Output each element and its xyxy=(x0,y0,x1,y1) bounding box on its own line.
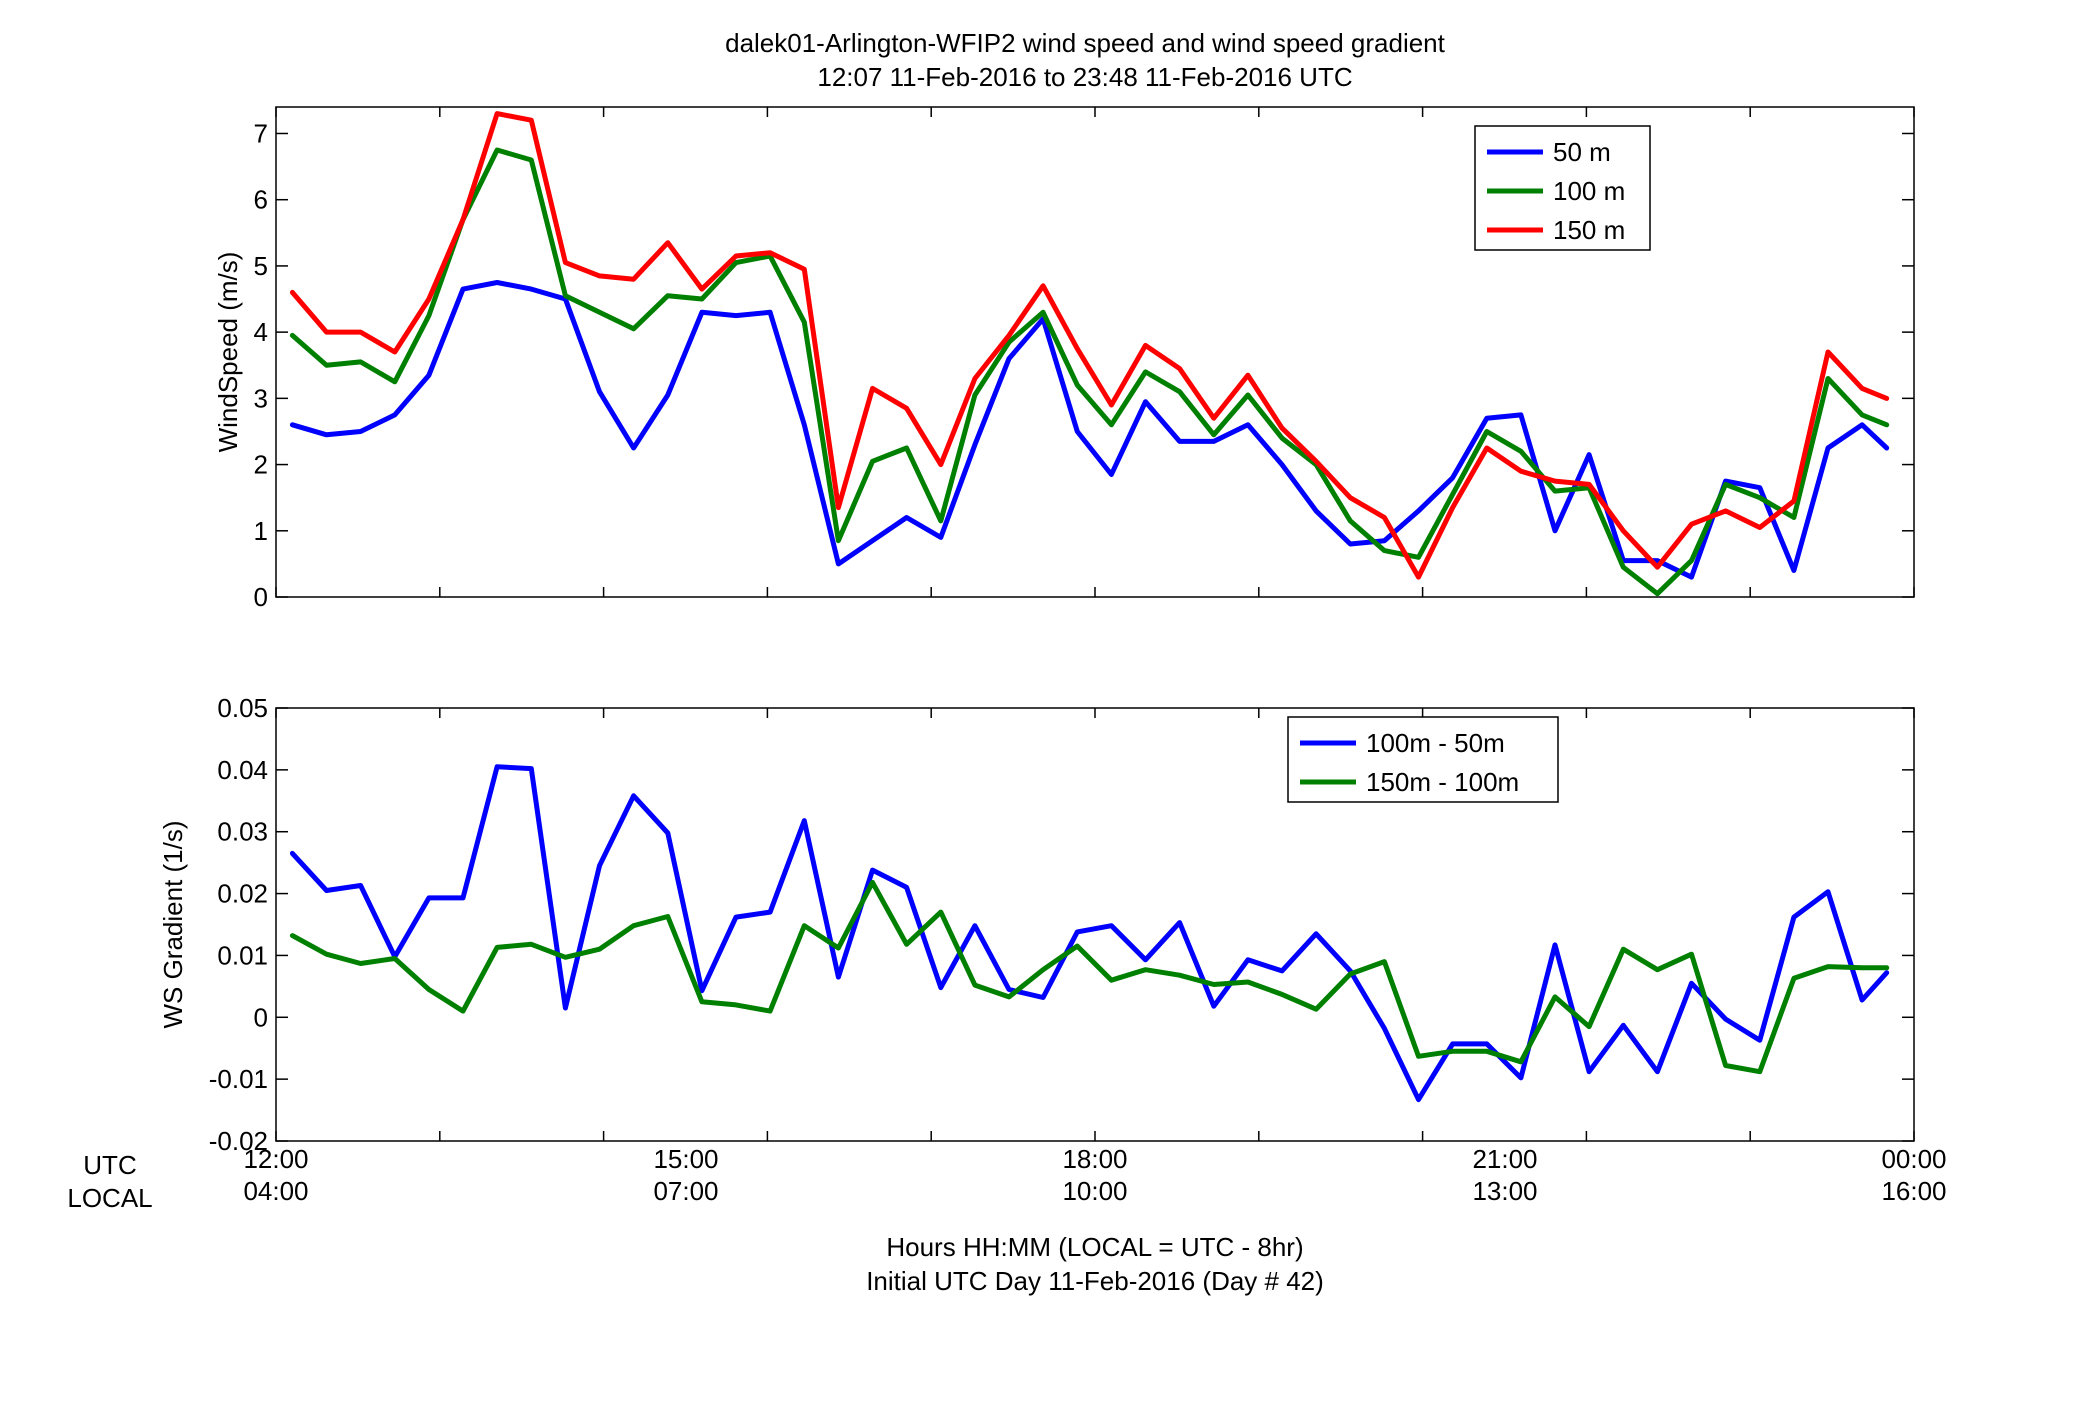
y-tick-label: 0.04 xyxy=(217,755,268,785)
y-tick-label: 0.02 xyxy=(217,879,268,909)
x-axis-label-line2: Initial UTC Day 11-Feb-2016 (Day # 42) xyxy=(866,1266,1324,1296)
y-tick-label: 0.05 xyxy=(217,693,268,723)
x-tick-utc-label: 12:00 xyxy=(243,1144,308,1174)
legend-label: 100 m xyxy=(1553,176,1625,206)
wind-gradient-axes: -0.02 -0.01 0 0.01 0.02 0.03 0.04 0.05 WS Gradie… xyxy=(158,693,1915,1156)
x-tick-local-label: 10:00 xyxy=(1062,1176,1127,1206)
chart-title-line1: dalek01-Arlington-WFIP2 wind speed and w… xyxy=(725,28,1446,58)
y-tick-label: 3 xyxy=(254,383,268,413)
y-tick-label: 6 xyxy=(254,185,268,215)
chart-title-line2: 12:07 11-Feb-2016 to 23:48 11-Feb-2016 U… xyxy=(817,62,1352,92)
legend-box xyxy=(1287,716,1559,803)
series-line-50m xyxy=(289,280,1890,580)
x-tick-local-label: 13:00 xyxy=(1472,1176,1537,1206)
legend-label: 150 m xyxy=(1553,215,1625,245)
y-tick-label: -0.01 xyxy=(209,1064,268,1094)
wind-speed-axes: 0 1 2 3 4 5 6 7 WindSpeed (m/s) 50 m 100 m 150 m xyxy=(213,106,1915,612)
y-tick-label: 0 xyxy=(254,582,268,612)
series-line-100m xyxy=(289,147,1890,597)
x-tick-local-label: 07:00 xyxy=(653,1176,718,1206)
legend-label: 100m - 50m xyxy=(1366,728,1505,758)
series-line-100m-50m xyxy=(289,764,1890,1103)
y-tick-label: 5 xyxy=(254,251,268,281)
x-tick-local-label: 04:00 xyxy=(243,1176,308,1206)
series-line-150m xyxy=(289,111,1890,580)
x-axis-label-line1: Hours HH:MM (LOCAL = UTC - 8hr) xyxy=(886,1232,1303,1262)
series-line-150m-100m xyxy=(289,879,1890,1075)
x-tick-local-label: 16:00 xyxy=(1881,1176,1946,1206)
y-tick-label: 4 xyxy=(254,317,268,347)
x-tick-utc-label: 15:00 xyxy=(653,1144,718,1174)
x-row-label-local: LOCAL xyxy=(67,1183,152,1213)
x-row-label-utc: UTC xyxy=(83,1150,136,1180)
legend-label: 50 m xyxy=(1553,137,1611,167)
y-tick-label: 0.03 xyxy=(217,817,268,847)
y-tick-label: -0.02 xyxy=(209,1126,268,1156)
y-tick-label: 0 xyxy=(254,1002,268,1032)
x-tick-utc-label: 21:00 xyxy=(1472,1144,1537,1174)
legend-label: 150m - 100m xyxy=(1366,767,1519,797)
y-axis-label: WS Gradient (1/s) xyxy=(158,820,188,1028)
y-tick-label: 7 xyxy=(254,118,268,148)
y-tick-label: 0.01 xyxy=(217,940,268,970)
y-axis-label: WindSpeed (m/s) xyxy=(213,252,243,453)
y-tick-label: 1 xyxy=(254,516,268,546)
x-tick-utc-label: 00:00 xyxy=(1881,1144,1946,1174)
x-tick-utc-label: 18:00 xyxy=(1062,1144,1127,1174)
y-tick-label: 2 xyxy=(254,450,268,480)
